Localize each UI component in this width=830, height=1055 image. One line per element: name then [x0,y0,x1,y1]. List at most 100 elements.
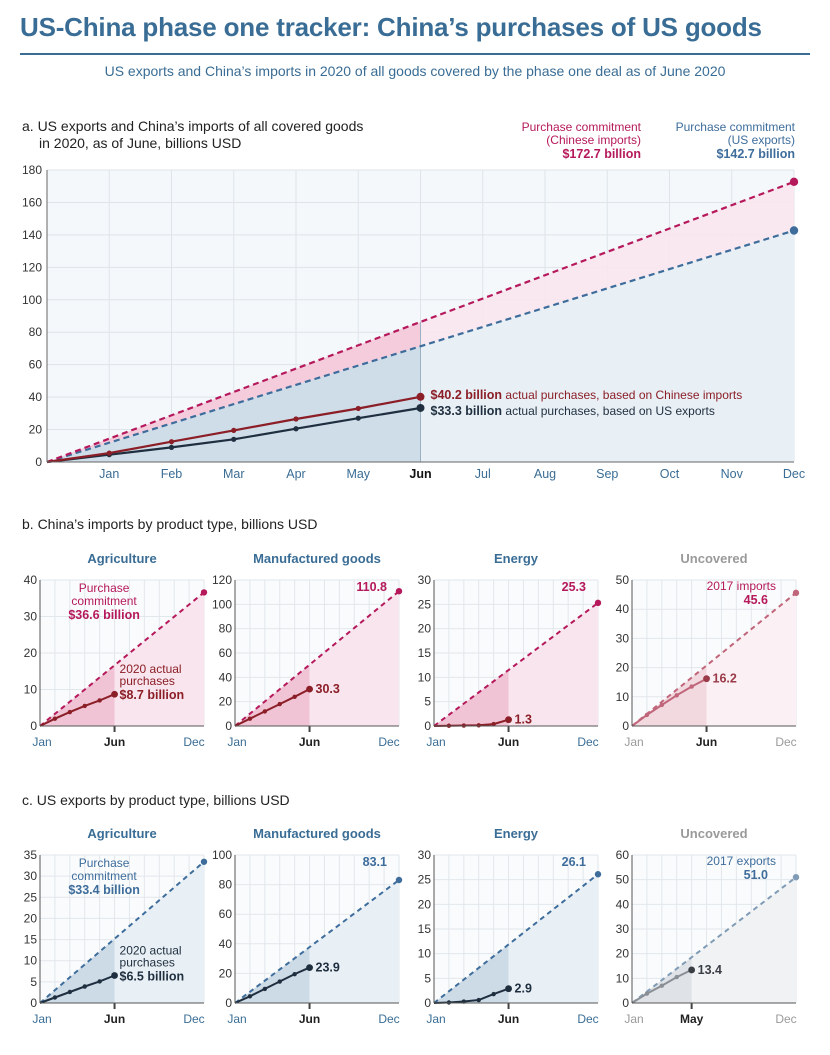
chart-b-uncovered-actual-point [674,693,679,698]
chart-c-manufactured-goods-ytick-label: 0 [225,996,232,1010]
chart-b-agriculture-commitment-label-value: $36.6 billion [68,608,140,622]
section-a-title: a. US exports and China’s imports of all… [22,118,363,152]
chart-b-energy-ytick-label: 15 [418,646,432,660]
chart-a-ytd-china-area [47,321,421,462]
chart-a-us-actual-point [293,426,299,432]
chart-b-manufactured-goods-title: Manufactured goods [253,551,381,566]
title-rule [20,53,810,55]
chart-a-xtick-label: Jan [99,467,119,481]
chart-b-uncovered-actual-line [631,677,707,727]
chart-a-ytick-label: 60 [29,358,43,372]
chart-c-agriculture-ytick-label: 20 [24,911,38,925]
chart-c-energy-ytick-label: 30 [418,848,432,862]
chart-c-manufactured-goods-xtick-label: Jan [227,1012,246,1026]
chart-c-uncovered-ytick-label: 60 [616,848,630,862]
chart-a-ytick-label: 40 [29,390,43,404]
chart-c-manufactured-goods-actual-point [247,994,253,999]
chart-a-ytick-label: 100 [22,293,42,307]
chart-c-energy-actual-point [476,997,481,1003]
chart-c-manufactured-goods-ytick-label: 20 [219,966,233,980]
chart-c-manufactured-goods-commitment-endpoint [395,876,403,884]
chart-a-ytick-label: 0 [35,455,42,469]
chart-c-energy-title: Energy [494,826,539,841]
chart-c-manufactured-goods-ytick-label: 40 [219,937,233,951]
chart-b-uncovered-commitment-label-value: 45.6 [744,593,768,607]
chart-c-agriculture-ytick-label: 5 [30,975,37,989]
chart-c-energy-ytick-label: 0 [424,996,431,1010]
chart-c-manufactured-goods-xtick-label: Jun [299,1012,320,1026]
chart-c-uncovered-actual-point [688,966,696,974]
chart-c-manufactured-goods-actual-point [306,964,313,972]
chart-a-china-actual-point [168,439,175,445]
chart-b-agriculture-actual-line [39,693,115,727]
chart-a-china-actual-value: $40.2 billion [431,388,503,402]
chart-a-china-actual-point [355,405,361,412]
chart-b-energy-ytick-label: 10 [418,670,432,684]
chart-a-xtick-label: Mar [223,467,245,481]
section-c-title: c. US exports by product type, billions … [22,792,290,808]
chart-b-manufactured-goods-ytick-label: 0 [225,719,232,733]
section-a-title-line-2: in 2020, as of June, billions USD [39,135,242,151]
chart-c-energy-ytick-label: 20 [418,897,432,911]
chart-c-uncovered-actual-value-label: 13.4 [698,963,722,977]
chart-b-manufactured-goods-ytick-label: 60 [219,646,233,660]
chart-b-manufactured-goods-ytick-label: 80 [219,622,233,636]
chart-c-manufactured-goods-commitment-line [234,879,400,1004]
chart-a-china-actual-label: $40.2 billion actual purchases, based on… [431,388,743,402]
chart-c-energy-commitment-value-label: 26.1 [562,855,586,869]
chart-c-uncovered-commitment-line [631,876,797,1004]
chart-b-energy-xtick-label: Jan [426,735,445,749]
chart-c-agriculture-xtick-label: Jan [32,1012,51,1026]
chart-c-energy-xtick-label: Dec [577,1012,598,1026]
chart-c-agriculture-commitment-label-value: $33.4 billion [68,883,140,897]
chart-a-xtick-label: May [346,467,370,481]
chart-a-china-actual-point [106,450,112,456]
chart-c-uncovered-actual-point [659,983,665,988]
chart-b-agriculture-ytick-label: 30 [24,610,38,624]
chart-b-energy-commitment-line [433,602,599,727]
chart-a-xtick-label: Oct [660,467,680,481]
chart-b-uncovered-actual-point [689,684,694,689]
chart-c-agriculture-ytick-label: 0 [30,996,37,1010]
chart-b-energy-actual-value-label: 1.3 [515,713,532,727]
chart-a-us-actual-point [168,444,175,450]
chart-b-energy-title: Energy [494,551,539,566]
chart-c-agriculture-actual-point [82,984,87,989]
chart-b-uncovered-ytick-label: 0 [622,719,629,733]
chart-c-agriculture-actual-label-line-2: purchases [120,956,175,970]
chart-b-manufactured-goods-actual-line [234,688,310,727]
chart-b-energy-xtick-label: Jun [498,735,519,749]
chart-a-ytick-label: 180 [22,163,42,177]
chart-c-energy-actual-value-label: 2.9 [515,982,532,996]
chart-b-manufactured-goods-ytick-label: 120 [212,573,232,587]
chart-c-manufactured-goods-actual-line [234,966,310,1004]
chart-c-agriculture-commitment-label-line-1: Purchase [79,856,130,870]
chart-c-uncovered-ytick-label: 10 [616,971,630,985]
chart-b-manufactured-goods-actual-value-label: 30.3 [316,682,340,696]
chart-b-manufactured-goods-xtick-label: Jun [299,735,320,749]
chart-b-agriculture-xtick-label: Jan [32,735,51,749]
chart-b-uncovered-ytick-label: 10 [616,690,630,704]
chart-c-agriculture-actual-point [52,995,58,1000]
chart-b-agriculture-actual-label-line-2: purchases [120,674,175,688]
chart-c-uncovered-ytick-label: 30 [616,922,630,936]
chart-c-uncovered-ytick-label: 40 [616,897,630,911]
chart-b-manufactured-goods-ytick-label: 20 [219,695,233,709]
chart-c-manufactured-goods-ytick-label: 80 [219,878,233,892]
chart-b-agriculture-ytick-label: 20 [24,646,38,660]
chart-c-manufactured-goods-ytick-label: 60 [219,907,233,921]
chart-b-manufactured-goods-commitment-value-label: 110.8 [356,580,387,594]
chart-b-agriculture-actual-label-line-1: 2020 actual [120,662,182,676]
chart-b-uncovered-commitment-endpoint [792,589,800,597]
chart-b-agriculture-ytick-label: 40 [24,573,38,587]
chart-c-agriculture-ytick-label: 30 [24,869,38,883]
chart-b-manufactured-goods-ytick-label: 40 [219,670,233,684]
chart-b-agriculture-commitment-area [40,592,204,726]
chart-c-agriculture-xtick-label: Dec [183,1012,204,1026]
chart-b-energy-ytick-label: 5 [424,695,431,709]
chart-c-uncovered-xtick-label: Jan [624,1012,643,1026]
chart-b-energy-commitment-value-label: 25.3 [562,580,586,594]
chart-a-us-commitment-line [46,229,795,464]
chart-c-agriculture-actual-point [67,989,73,995]
